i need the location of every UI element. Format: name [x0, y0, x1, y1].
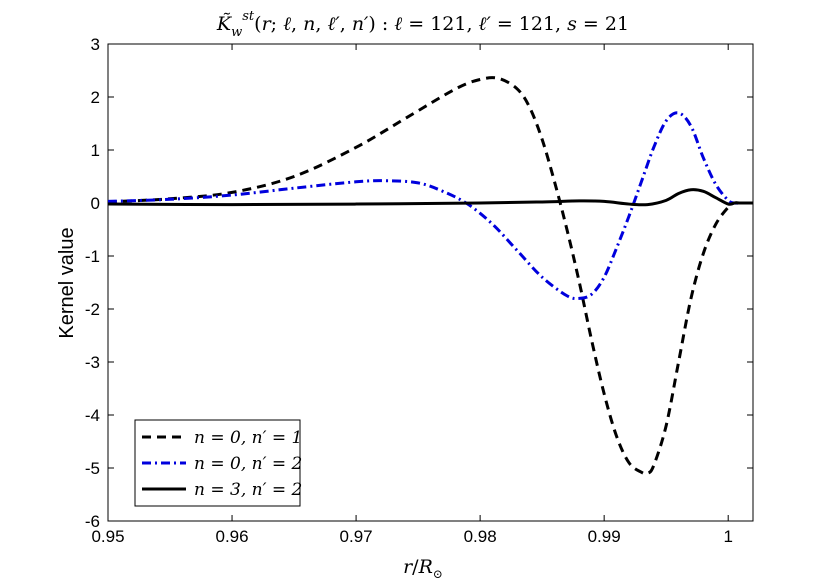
x-tick-label: 0.97: [340, 527, 373, 546]
y-tick-label: 1: [91, 141, 100, 160]
y-axis-label: Kernel value: [56, 227, 78, 338]
x-tick-label: 0.98: [464, 527, 497, 546]
x-axis-label: r/R⊙: [403, 556, 443, 581]
legend-label-1: n = 0, n′ = 2: [194, 454, 302, 474]
x-tick-label: 0.96: [215, 527, 248, 546]
legend-label-2: n = 3, n′ = 2: [194, 480, 302, 500]
series-line-1: [107, 111, 753, 301]
series-line-2: [107, 188, 753, 207]
x-tick-label: 0.95: [91, 527, 124, 546]
series-line-0: [107, 76, 753, 476]
x-axis-ticks: 0.95 0.96 0.97 0.98 0.99 1: [91, 44, 733, 546]
y-tick-label: -4: [85, 406, 100, 425]
legend: n = 0, n′ = 1 n = 0, n′ = 2 n = 3, n′ = 2: [134, 419, 302, 507]
y-tick-label: 0: [91, 194, 100, 213]
legend-label-0: n = 0, n′ = 1: [194, 428, 302, 448]
legend-items: n = 0, n′ = 1 n = 0, n′ = 2 n = 3, n′ = 2: [142, 428, 302, 500]
series-layer: [107, 76, 753, 476]
y-tick-label: 3: [91, 35, 100, 54]
x-tick-label: 0.99: [588, 527, 621, 546]
plot-frame: [107, 43, 754, 522]
y-tick-label: 2: [91, 88, 100, 107]
y-tick-label: -5: [85, 459, 100, 478]
y-tick-label: -1: [85, 247, 100, 266]
y-tick-label: -3: [85, 353, 100, 372]
chart-title: K̃wst(r; ℓ, n, ℓ′, n′) : ℓ = 121, ℓ′ = 1…: [216, 9, 629, 40]
y-tick-label: -6: [85, 512, 100, 531]
x-tick-label: 1: [723, 527, 732, 546]
y-tick-label: -2: [85, 300, 100, 319]
y-axis-ticks: -6 -5 -4 -3 -2 -1 0 1 2 3: [85, 35, 753, 531]
